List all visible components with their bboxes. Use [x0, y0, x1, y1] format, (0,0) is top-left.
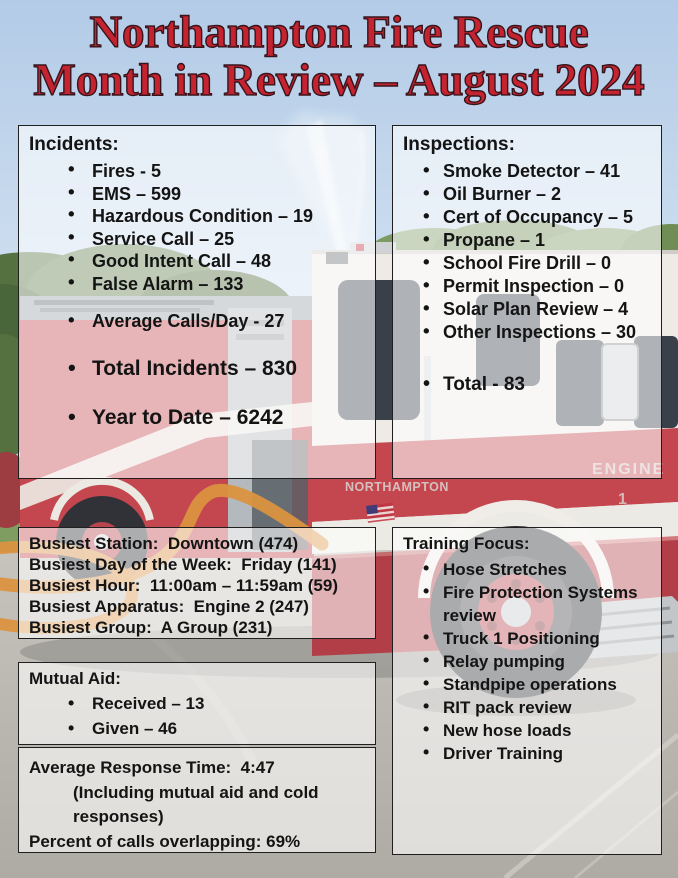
list-item: Fires - 5	[66, 159, 367, 183]
list-item: Solar Plan Review – 4	[421, 297, 657, 321]
list-item: False Alarm – 133	[66, 272, 367, 296]
stat-line: Average Response Time: 4:47	[29, 758, 275, 777]
mutual-aid-list: Received – 13Given – 46	[66, 691, 367, 742]
stat-line: responses)	[73, 807, 164, 826]
stat-line: Busiest Day of the Week: Friday (141)	[29, 555, 337, 574]
incidents-box: Incidents: Fires - 5EMS – 599Hazardous C…	[18, 125, 376, 479]
list-item: New hose loads	[421, 718, 655, 742]
list-item: Other Inspections – 30	[421, 320, 657, 344]
incidents-heading: Incidents:	[29, 134, 119, 155]
busiest-stats-box: Busiest Station: Downtown (474) Busiest D…	[18, 527, 376, 639]
list-item: Permit Inspection – 0	[421, 274, 657, 298]
list-item: Fire Protection Systems review	[421, 580, 655, 627]
list-item: Driver Training	[421, 741, 655, 765]
list-item: Cert of Occupancy – 5	[421, 205, 657, 229]
mutual-aid-heading: Mutual Aid:	[29, 669, 121, 688]
training-list: Hose StretchesFire Protection Systems re…	[421, 557, 655, 765]
list-item: Hose Stretches	[421, 557, 655, 581]
list-item: EMS – 599	[66, 182, 367, 206]
stat-line: Busiest Station: Downtown (474)	[29, 534, 299, 553]
list-item: School Fire Drill – 0	[421, 251, 657, 275]
response-time-box: Average Response Time: 4:47 (Including mu…	[18, 747, 376, 853]
list-item: Standpipe operations	[421, 672, 655, 696]
training-focus-box: Training Focus: Hose StretchesFire Prote…	[392, 527, 662, 855]
inspections-heading: Inspections:	[403, 134, 515, 155]
training-heading: Training Focus:	[403, 534, 530, 553]
total-incidents: Total Incidents – 830	[66, 355, 367, 381]
list-item: Received – 13	[66, 691, 367, 717]
list-item: Good Intent Call – 48	[66, 249, 367, 273]
truck-unit-number-text: 1	[618, 491, 627, 508]
response-lines: Average Response Time: 4:47 (Including mu…	[29, 756, 367, 854]
page-title: Northampton Fire Rescue Month in Review …	[0, 7, 678, 105]
us-flag	[366, 502, 395, 523]
incidents-list: Fires - 5EMS – 599Hazardous Condition – …	[66, 159, 367, 296]
list-item: Given – 46	[66, 716, 367, 742]
list-item: Propane – 1	[421, 228, 657, 252]
busiest-lines: Busiest Station: Downtown (474) Busiest D…	[29, 533, 369, 638]
inspections-box: Inspections: Smoke Detector – 41Oil Burn…	[392, 125, 662, 479]
list-item: Truck 1 Positioning	[421, 626, 655, 650]
list-item: Service Call – 25	[66, 227, 367, 251]
list-item: Smoke Detector – 41	[421, 159, 657, 183]
inspections-total: Total - 83	[421, 373, 657, 396]
stat-line: (Including mutual aid and cold	[73, 782, 319, 802]
stat-line: Busiest Apparatus: Engine 2 (247)	[29, 597, 309, 616]
mutual-aid-box: Mutual Aid: Received – 13Given – 46	[18, 662, 376, 745]
stat-line: Percent of calls overlapping: 69%	[29, 831, 301, 851]
list-item: Oil Burner – 2	[421, 182, 657, 206]
truck-name-text: NORTHAMPTON	[345, 480, 449, 494]
title-line-2: Month in Review – August 2024	[33, 55, 646, 105]
title-line-1: Northampton Fire Rescue	[89, 7, 589, 57]
stat-line: Busiest Hour: 11:00am – 11:59am (59)	[29, 576, 338, 595]
stat-line: Busiest Group: A Group (231)	[29, 618, 273, 637]
list-item: Relay pumping	[421, 649, 655, 673]
year-to-date: Year to Date – 6242	[66, 404, 367, 430]
list-item: RIT pack review	[421, 695, 655, 719]
inspections-list: Smoke Detector – 41Oil Burner – 2Cert of…	[421, 159, 657, 344]
list-item: Hazardous Condition – 19	[66, 204, 367, 228]
average-calls-per-day: Average Calls/Day - 27	[66, 309, 367, 333]
